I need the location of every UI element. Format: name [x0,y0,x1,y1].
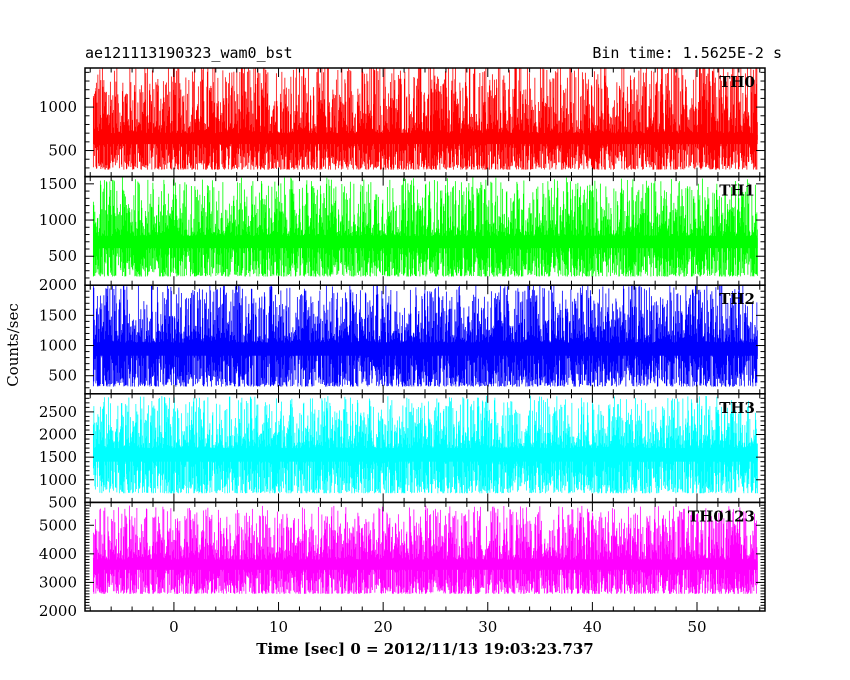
y-tick-label: 2000 [39,276,77,294]
panel-th2: 500 1000 1500 2000 TH2 [39,276,766,395]
y-tick-label: 1500 [39,448,77,466]
y-tick-label: 2000 [39,602,77,620]
y-tick-label: 1000 [39,211,77,229]
x-tick-label: 30 [478,618,497,636]
y-tick-label: 500 [48,247,77,265]
y-axis-label: Counts/sec [4,303,22,387]
series-th3 [92,395,758,494]
series-th1 [92,177,758,277]
panel-label-th1: TH1 [719,182,755,200]
x-tick-label: 40 [583,618,602,636]
y-tick-label: 1000 [39,98,77,116]
panel-th1: 500 1000 1500 TH1 [39,175,766,286]
y-tick-label: 1000 [39,471,77,489]
y-tick-label: 4000 [39,545,77,563]
y-tick-label: 2000 [39,426,77,444]
x-axis-label: Time [sec] 0 = 2012/11/13 19:03:23.737 [256,640,593,658]
y-tick-label: 500 [48,367,77,385]
chart-title: ae121113190323_wam0_bst [85,44,293,62]
x-tick-label: 20 [374,618,393,636]
x-tick-label: 0 [169,618,179,636]
y-tick-label: 1500 [39,306,77,324]
x-tick-label: 50 [687,618,706,636]
series-th0123 [92,505,758,594]
bin-time-label: Bin time: 1.5625E-2 s [592,44,782,62]
panel-th0123: 2000 3000 4000 5000 TH0123 [39,501,766,620]
panel-label-th2: TH2 [719,290,755,308]
y-tick-label: 1000 [39,337,77,355]
panel-label-th3: TH3 [719,399,755,417]
y-tick-label: 500 [48,493,77,511]
panel-label-th0: TH0 [719,73,755,91]
y-tick-label: 3000 [39,573,77,591]
panel-label-th0123: TH0123 [688,507,755,525]
x-tick-label: 10 [269,618,288,636]
panel-th3: 500 1000 1500 2000 2500 TH3 [39,393,766,511]
y-tick-label: 5000 [39,516,77,534]
y-tick-label: 1500 [39,175,77,193]
panel-th0: 500 1000 TH0 [39,67,766,178]
series-th0 [92,68,758,170]
series-th2 [92,285,758,387]
y-tick-label: 500 [48,142,77,160]
y-tick-label: 2500 [39,403,77,421]
